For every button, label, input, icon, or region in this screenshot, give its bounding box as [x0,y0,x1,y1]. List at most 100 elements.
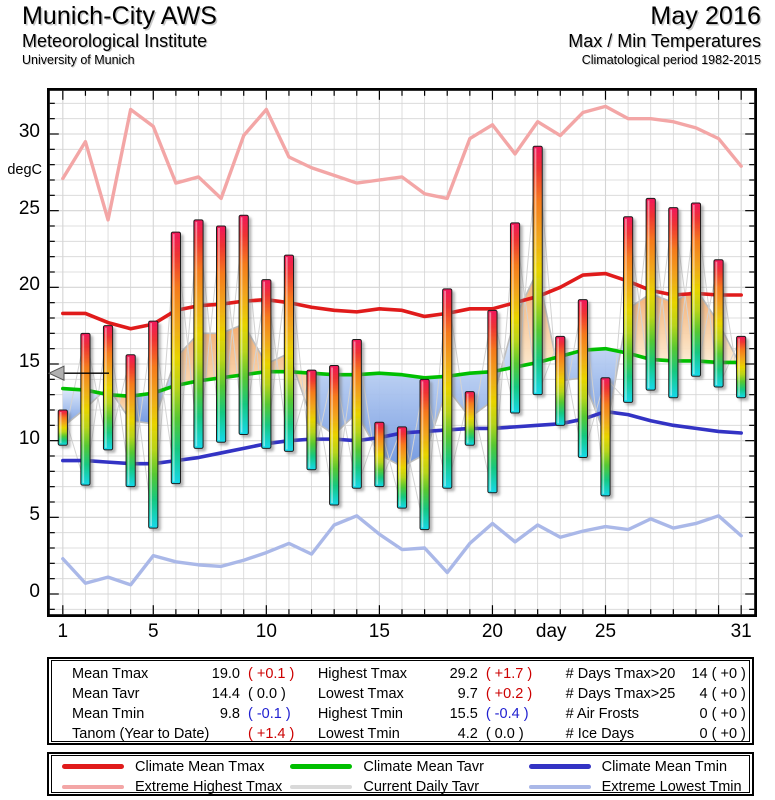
institute-name: Meteorological Institute [22,31,208,51]
stats-cell-col1: Tanom (Year to Date) ( +1.4 ) [52,724,318,744]
legend-swatch-icon [290,764,353,769]
bar-day-16 [396,426,408,509]
stats-cell-col2: Lowest Tmax 9.7 ( +0.2 ) [318,684,566,704]
stats-row: Mean Tmin 9.8 ( -0.1 ) Highest Tmin 15.5 ( -0… [52,704,749,724]
stats-cell-col3: # Days Tmax>25 4( +0 ) [566,684,749,704]
bar-day-14 [351,338,362,489]
bar-day-8 [216,225,227,443]
bar-day-11 [283,254,295,452]
stats-label: Highest Tmin [317,706,403,722]
station-title: Munich-City AWS [22,2,218,30]
bar-day-31 [736,335,747,399]
stats-label: # Days Tmax>20 [565,666,676,682]
bar-day-5 [148,320,159,529]
legend-label: Current Daily Tavr [363,778,480,795]
header-left-block: Munich-City AWS Meteorological Institute… [22,2,217,69]
bar-day-25 [600,377,611,497]
legend-label: Climate Mean Tmin [601,758,728,775]
stats-cell-col2: Highest Tmax 29.2 ( +1.7 ) [318,664,566,684]
x-tick-10: 10 [255,621,277,642]
legend-label: Climate Mean Tavr [363,758,484,775]
stats-label: # Days Tmax>25 [565,686,676,702]
bar-day-24 [577,299,588,459]
legend-label: Extreme Lowest Tmin [601,778,742,795]
mean-tavr-marker-arrow [47,365,109,381]
legend-label: Climate Mean Tmax [135,758,265,775]
stats-anomaly: ( +0 ) [711,686,746,702]
stats-label: Lowest Tmin [317,726,400,742]
stats-label: Tanom (Year to Date) [72,726,210,742]
legend-item: Climate Mean Tmax [52,759,290,775]
stats-row: Mean Tmax 19.0 ( +0.1 ) Highest Tmax 29.2 ( +… [52,664,749,684]
bar-day-1 [57,409,68,446]
stats-label: Mean Tmax [72,666,149,682]
stats-anomaly: ( +1.7 ) [485,666,533,682]
legend-swatch-icon [62,784,124,789]
statistics-table: Mean Tmax 19.0 ( +0.1 ) Highest Tmax 29.2 ( +… [51,660,750,742]
bar-day-6 [170,231,181,485]
y-tick-30: 30 [18,121,40,142]
stats-label: # Air Frosts [565,706,639,722]
stats-anomaly: ( -0.4 ) [485,706,529,722]
stats-label: Mean Tavr [72,686,140,702]
chart-plot-area [47,88,757,617]
y-tick-15: 15 [18,351,40,372]
stats-value: 14.4 [211,686,240,702]
stats-value: 4 [699,686,708,702]
bar-day-4 [125,354,136,488]
header-right-block: May 2016 Max / Min Temperatures Climatol… [568,2,761,69]
bar-day-18 [442,288,453,489]
legend-swatch-icon [528,784,591,789]
series-extreme-lowest-tmin [61,514,743,587]
bar-day-15 [374,421,385,488]
bar-day-23 [555,335,566,426]
legend-swatch-icon [62,764,124,769]
stats-value: 14 [691,666,708,682]
stats-value: 9.7 [457,686,478,702]
x-tick-1: 1 [57,621,69,642]
stats-value: 4.2 [457,726,478,742]
bar-day-29 [690,202,702,377]
y-tick-25: 25 [18,197,40,219]
stats-row: Tanom (Year to Date) ( +1.4 ) Lowest Tmin 4… [52,724,749,744]
stats-anomaly: ( +0 ) [711,726,746,742]
stats-row: Mean Tavr 14.4 ( 0.0 ) Lowest Tmax 9.7 ( +0.2… [52,684,749,704]
legend-table: Climate Mean Tmax Climate Mean Tavr Climat… [51,755,750,795]
stats-value: 29.2 [449,666,478,682]
y-tick-20: 20 [18,274,40,296]
bar-day-2 [80,332,91,486]
bar-day-10 [261,279,272,449]
stats-value: 15.5 [449,706,478,722]
legend-swatch-icon [290,784,353,789]
bar-day-17 [419,378,430,531]
temperature-chart-svg [47,88,757,617]
stats-value: 19.0 [211,666,240,682]
y-tick-0: 0 [29,581,40,602]
stats-anomaly: ( +0 ) [711,706,746,722]
stats-label: Highest Tmax [317,666,408,682]
stats-cell-col1: Mean Tavr 14.4 ( 0.0 ) [52,684,318,704]
bar-day-28 [668,207,679,399]
stats-anomaly: ( +0 ) [711,666,746,682]
stats-cell-col2: Highest Tmin 15.5 ( -0.4 ) [318,704,566,724]
stats-cell-col1: Mean Tmax 19.0 ( +0.1 ) [52,664,318,684]
bar-day-13 [329,365,340,506]
month-title: May 2016 [650,2,761,30]
legend-item: Current Daily Tavr [290,779,528,795]
bar-day-30 [713,259,724,388]
legend-item: Extreme Highest Tmax [52,779,290,795]
x-tick-15: 15 [368,621,390,642]
bar-day-22 [532,145,543,396]
bar-day-7 [193,219,204,449]
legend-item: Climate Mean Tmin [528,758,749,775]
legend-panel: Climate Mean Tmax Climate Mean Tavr Climat… [47,752,754,796]
stats-anomaly: ( 0.0 ) [248,686,286,702]
climate-period: Climatological period 1982-2015 [581,53,761,67]
bar-day-26 [623,216,634,403]
bar-day-21 [509,222,521,414]
y-tick-5: 5 [29,504,40,526]
y-tick-10: 10 [18,427,40,449]
x-tick-25: 25 [594,621,617,642]
bar-day-3 [102,325,114,451]
